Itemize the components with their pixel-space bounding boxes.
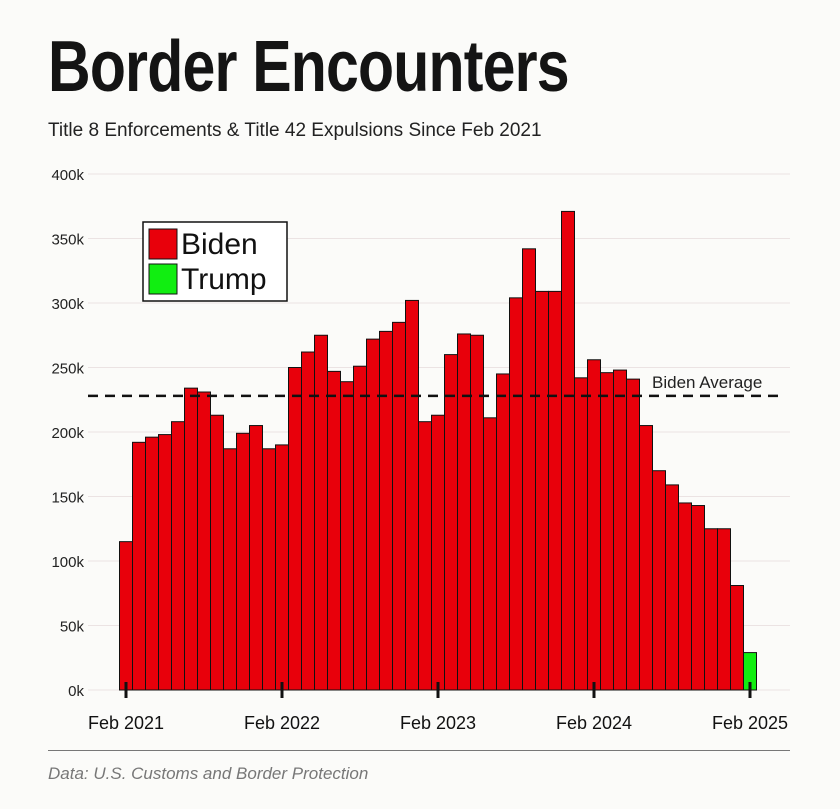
- bar: [145, 436, 159, 691]
- bar: [210, 414, 224, 691]
- bar: [288, 367, 302, 691]
- bar: [600, 372, 614, 691]
- bar: [392, 321, 406, 691]
- y-tick-label: 200k: [51, 425, 84, 442]
- bar: [483, 417, 497, 691]
- source-note: Data: U.S. Customs and Border Protection: [48, 764, 369, 783]
- bar: [691, 505, 705, 691]
- bar: [353, 365, 367, 691]
- bar: [171, 421, 185, 691]
- legend-label: Trump: [181, 263, 267, 296]
- bar: [158, 434, 172, 691]
- bar: [665, 484, 679, 691]
- bar: [652, 470, 666, 691]
- bar: [184, 387, 198, 691]
- reference-line-label: Biden Average: [652, 373, 762, 392]
- y-tick-label: 350k: [51, 232, 84, 249]
- bar: [704, 528, 718, 691]
- bar: [574, 377, 588, 691]
- bar: [626, 378, 640, 691]
- bar: [223, 448, 237, 691]
- bar: [249, 425, 263, 691]
- chart-title: Border Encounters: [48, 27, 570, 107]
- bar: [457, 333, 471, 691]
- bar: [444, 354, 458, 691]
- y-tick-label: 250k: [51, 361, 84, 378]
- bar: [470, 334, 484, 691]
- chart-subtitle: Title 8 Enforcements & Title 42 Expulsio…: [48, 120, 542, 141]
- bar: [405, 299, 419, 691]
- bar: [548, 290, 562, 691]
- legend-swatch: [148, 228, 178, 260]
- bar: [717, 528, 731, 691]
- bar: [418, 421, 432, 691]
- bar: [587, 359, 601, 691]
- legend-label: Biden: [181, 228, 258, 261]
- bar: [730, 585, 744, 691]
- bar: [678, 502, 692, 691]
- bar: [613, 369, 627, 691]
- bar: [561, 210, 575, 691]
- x-tick-label: Feb 2025: [712, 713, 788, 733]
- bar: [431, 414, 445, 691]
- x-tick-label: Feb 2022: [244, 713, 320, 733]
- bar: [496, 373, 510, 691]
- bar: [275, 444, 289, 691]
- bar: [522, 248, 536, 691]
- bar: [236, 432, 250, 691]
- bar: [132, 441, 146, 691]
- bar: [379, 330, 393, 691]
- bar: [314, 334, 328, 691]
- bar: [262, 448, 276, 691]
- bar: [327, 370, 341, 691]
- bar: [301, 351, 315, 691]
- x-tick-label: Feb 2021: [88, 713, 164, 733]
- bar: [509, 297, 523, 691]
- bar: [639, 425, 653, 691]
- x-tick-label: Feb 2023: [400, 713, 476, 733]
- y-tick-label: 300k: [51, 296, 84, 313]
- y-tick-label: 50k: [60, 619, 85, 636]
- y-tick-label: 0k: [68, 683, 84, 700]
- y-tick-label: 400k: [51, 167, 84, 184]
- x-tick-label: Feb 2024: [556, 713, 632, 733]
- footer-divider: [48, 750, 790, 751]
- legend-swatch: [148, 263, 178, 295]
- bar: [535, 290, 549, 691]
- y-tick-label: 100k: [51, 554, 84, 571]
- bar: [197, 391, 211, 691]
- bar: [119, 541, 133, 691]
- bar: [340, 381, 354, 691]
- bar: [366, 338, 380, 691]
- y-tick-label: 150k: [51, 490, 84, 507]
